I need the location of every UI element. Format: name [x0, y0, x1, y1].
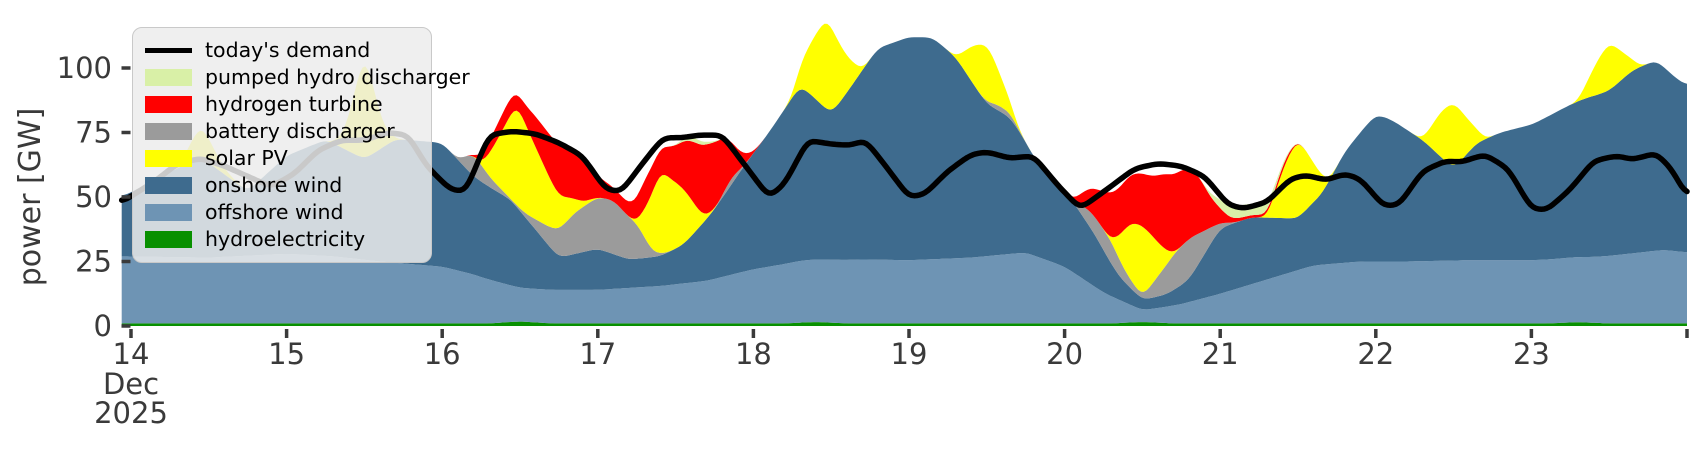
- legend-label: hydrogen turbine: [205, 92, 383, 117]
- legend-item-onshore-wind: onshore wind: [145, 172, 417, 199]
- chart-legend: today's demand pumped hydro discharger hyd…: [132, 27, 470, 263]
- x-tick-label: 22: [1357, 337, 1394, 371]
- legend-label: offshore wind: [205, 200, 344, 225]
- y-tick-label: 100: [57, 51, 112, 85]
- stack-area-hydroelectricity: [121, 321, 1688, 326]
- legend-swatch-icon: [145, 123, 192, 140]
- legend-item-pumped-hydro-discharger: pumped hydro discharger: [145, 64, 470, 91]
- legend-label: solar PV: [205, 146, 288, 171]
- legend-label: battery discharger: [205, 119, 395, 144]
- legend-label: pumped hydro discharger: [205, 65, 470, 90]
- stack-area-onshore-wind: [121, 37, 1688, 310]
- legend-item-hydrogen-turbine: hydrogen turbine: [145, 91, 417, 118]
- legend-label: onshore wind: [205, 173, 343, 198]
- y-tick-label: 0: [94, 309, 112, 343]
- x-tick-label: 23: [1513, 337, 1550, 371]
- x-tick-label: 19: [891, 337, 928, 371]
- y-tick-label: 75: [75, 116, 112, 150]
- y-tick-label: 25: [75, 245, 112, 279]
- x-tick-sublabel: 2025: [94, 396, 168, 430]
- x-tick-label: 18: [735, 337, 772, 371]
- x-tick-label: 15: [268, 337, 305, 371]
- y-tick-label: 50: [75, 180, 112, 214]
- legend-swatch-icon: [145, 204, 192, 221]
- legend-item-solar-pv: solar PV: [145, 145, 417, 172]
- x-tick-sublabel: Dec: [103, 367, 159, 401]
- legend-swatch-icon: [145, 231, 192, 248]
- x-tick-label: 17: [579, 337, 616, 371]
- legend-item-offshore-wind: offshore wind: [145, 199, 417, 226]
- legend-swatch-icon: [145, 96, 192, 113]
- x-tick-label: 20: [1046, 337, 1083, 371]
- legend-label: today's demand: [205, 38, 371, 63]
- legend-label: hydroelectricity: [205, 227, 366, 252]
- x-tick-label: 21: [1202, 337, 1239, 371]
- legend-swatch-icon: [145, 69, 192, 86]
- y-axis-label: power [GW]: [13, 108, 48, 287]
- x-tick-label: 16: [424, 337, 461, 371]
- legend-swatch-icon: [145, 48, 192, 53]
- legend-item-today-s-demand: today's demand: [145, 37, 417, 64]
- legend-swatch-icon: [145, 177, 192, 194]
- legend-item-battery-discharger: battery discharger: [145, 118, 417, 145]
- legend-item-hydroelectricity: hydroelectricity: [145, 226, 417, 253]
- stack-area-offshore-wind: [121, 250, 1688, 324]
- legend-swatch-icon: [145, 150, 192, 167]
- x-tick-label: 14: [113, 337, 150, 371]
